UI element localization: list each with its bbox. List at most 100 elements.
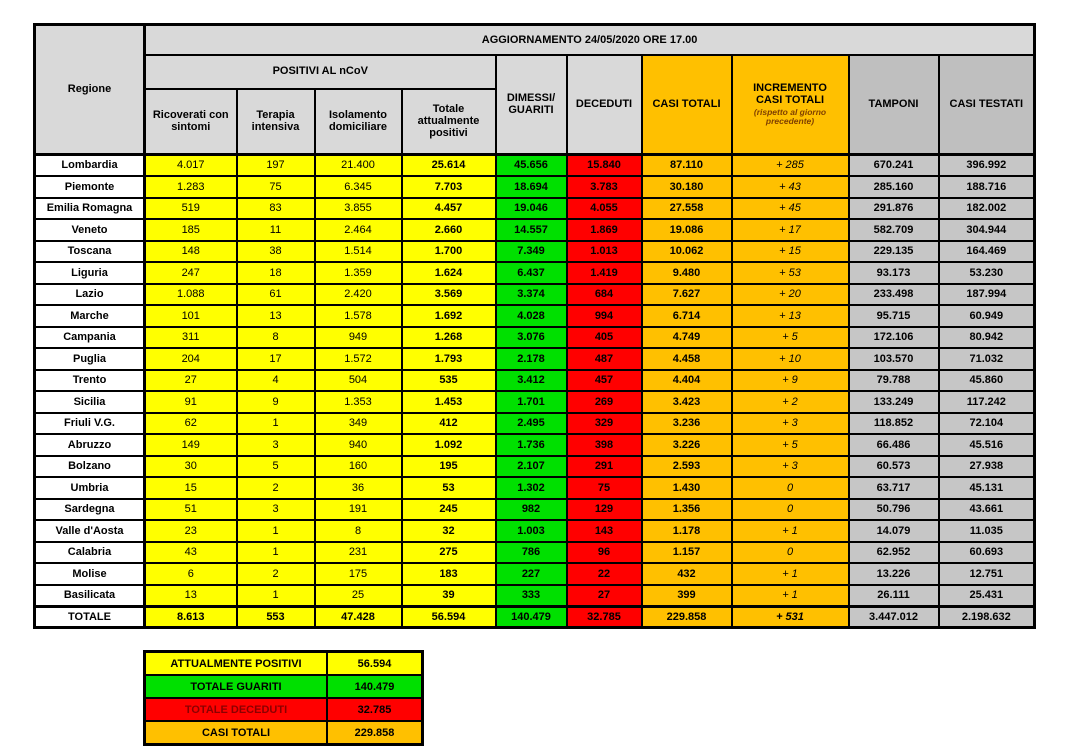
value-cell: 96 [565, 540, 643, 564]
value-cell: 93.173 [847, 261, 940, 285]
value-cell: 349 [313, 411, 403, 435]
table-row: Lombardia 4.017 197 21.400 25.614 45.656 15.84… [33, 153, 1036, 177]
value-cell: 183 [400, 562, 497, 586]
value-cell: 3.226 [640, 433, 733, 457]
value-cell: 15.840 [565, 153, 643, 177]
value-cell: 25.431 [937, 583, 1036, 607]
table-row: Molise 6 2 175 183 227 22 432 + 1 13.226 12.751 [33, 562, 1036, 586]
update-title: AGGIORNAMENTO 24/05/2020 ORE 17.00 [143, 23, 1036, 56]
value-cell: 71.032 [937, 347, 1036, 371]
region-cell: Emilia Romagna [33, 196, 146, 220]
value-cell: 133.249 [847, 390, 940, 414]
region-cell: Piemonte [33, 175, 146, 199]
value-cell: 149 [143, 433, 238, 457]
value-cell: 3.412 [494, 368, 568, 392]
table-row: Liguria 247 18 1.359 1.624 6.437 1.419 9.480 + 5… [33, 261, 1036, 285]
value-cell: 1.003 [494, 519, 568, 543]
table-body: Lombardia 4.017 197 21.400 25.614 45.656 15.84… [33, 153, 1036, 629]
value-cell: 1.157 [640, 540, 733, 564]
value-cell: 60.693 [937, 540, 1036, 564]
value-cell: 1.692 [400, 304, 497, 328]
value-cell: 21.400 [313, 153, 403, 177]
value-cell: 30.180 [640, 175, 733, 199]
value-cell: + 5 [730, 433, 850, 457]
region-cell: TOTALE [33, 604, 146, 629]
table-row: Friuli V.G. 62 1 349 412 2.495 329 3.236 + 3 118.… [33, 411, 1036, 435]
value-cell: 3 [235, 497, 316, 521]
table-row: Campania 311 8 949 1.268 3.076 405 4.749 + 5 172.… [33, 325, 1036, 349]
value-cell: 6.437 [494, 261, 568, 285]
value-cell: 3.076 [494, 325, 568, 349]
value-cell: 32.785 [565, 604, 643, 629]
header-terapia-intensiva: Terapia intensiva [235, 87, 316, 156]
value-cell: 2.495 [494, 411, 568, 435]
header-incremento: INCREMENTO CASI TOTALI (rispetto al gior… [730, 53, 850, 156]
value-cell: 333 [494, 583, 568, 607]
value-cell: 103.570 [847, 347, 940, 371]
value-cell: 231 [313, 540, 403, 564]
region-cell: Lazio [33, 282, 146, 306]
value-cell: 399 [640, 583, 733, 607]
value-cell: 4.457 [400, 196, 497, 220]
value-cell: 311 [143, 325, 238, 349]
value-cell: 27.938 [937, 454, 1036, 478]
table-row: Trento 27 4 504 535 3.412 457 4.404 + 9 79.788 45.… [33, 368, 1036, 392]
value-cell: 3.423 [640, 390, 733, 414]
summary-label: TOTALE DECEDUTI [143, 697, 328, 722]
header-incremento-title: INCREMENTO CASI TOTALI [753, 82, 827, 107]
table-row: Abruzzo 149 3 940 1.092 1.736 398 3.226 + 5 66.48… [33, 433, 1036, 457]
value-cell: 1.453 [400, 390, 497, 414]
region-cell: Molise [33, 562, 146, 586]
summary-label: CASI TOTALI [143, 720, 328, 746]
value-cell: 553 [235, 604, 316, 629]
value-cell: 3.855 [313, 196, 403, 220]
value-cell: 2 [235, 562, 316, 586]
table-row: Toscana 148 38 1.514 1.700 7.349 1.013 10.062 + … [33, 239, 1036, 263]
value-cell: 2.420 [313, 282, 403, 306]
value-cell: 62 [143, 411, 238, 435]
value-cell: 1.430 [640, 476, 733, 500]
value-cell: 2.593 [640, 454, 733, 478]
region-cell: Liguria [33, 261, 146, 285]
value-cell: + 20 [730, 282, 850, 306]
value-cell: 117.242 [937, 390, 1036, 414]
value-cell: + 2 [730, 390, 850, 414]
value-cell: 83 [235, 196, 316, 220]
header-row-title: Regione AGGIORNAMENTO 24/05/2020 ORE 17.… [33, 23, 1036, 156]
value-cell: 1.572 [313, 347, 403, 371]
value-cell: 3.374 [494, 282, 568, 306]
value-cell: 9.480 [640, 261, 733, 285]
value-cell: 63.717 [847, 476, 940, 500]
value-cell: 22 [565, 562, 643, 586]
summary-row: ATTUALMENTE POSITIVI 56.594 [143, 650, 424, 676]
value-cell: 1.088 [143, 282, 238, 306]
value-cell: 786 [494, 540, 568, 564]
value-cell: 487 [565, 347, 643, 371]
region-cell: Lombardia [33, 153, 146, 177]
region-cell: Abruzzo [33, 433, 146, 457]
value-cell: 11 [235, 218, 316, 242]
value-cell: 275 [400, 540, 497, 564]
value-cell: 62.952 [847, 540, 940, 564]
value-cell: 2.660 [400, 218, 497, 242]
value-cell: 12.751 [937, 562, 1036, 586]
covid-region-table: Regione AGGIORNAMENTO 24/05/2020 ORE 17.… [33, 23, 1037, 629]
value-cell: 457 [565, 368, 643, 392]
value-cell: 13.226 [847, 562, 940, 586]
value-cell: 2.464 [313, 218, 403, 242]
value-cell: 26.111 [847, 583, 940, 607]
value-cell: 53.230 [937, 261, 1036, 285]
region-cell: Calabria [33, 540, 146, 564]
value-cell: 684 [565, 282, 643, 306]
value-cell: 3 [235, 433, 316, 457]
header-regione: Regione [33, 23, 146, 156]
value-cell: 229.858 [640, 604, 733, 629]
value-cell: 6.345 [313, 175, 403, 199]
value-cell: + 285 [730, 153, 850, 177]
value-cell: 56.594 [400, 604, 497, 629]
value-cell: 25 [313, 583, 403, 607]
value-cell: 27 [143, 368, 238, 392]
header-deceduti: DECEDUTI [565, 53, 643, 156]
value-cell: 396.992 [937, 153, 1036, 177]
value-cell: 148 [143, 239, 238, 263]
